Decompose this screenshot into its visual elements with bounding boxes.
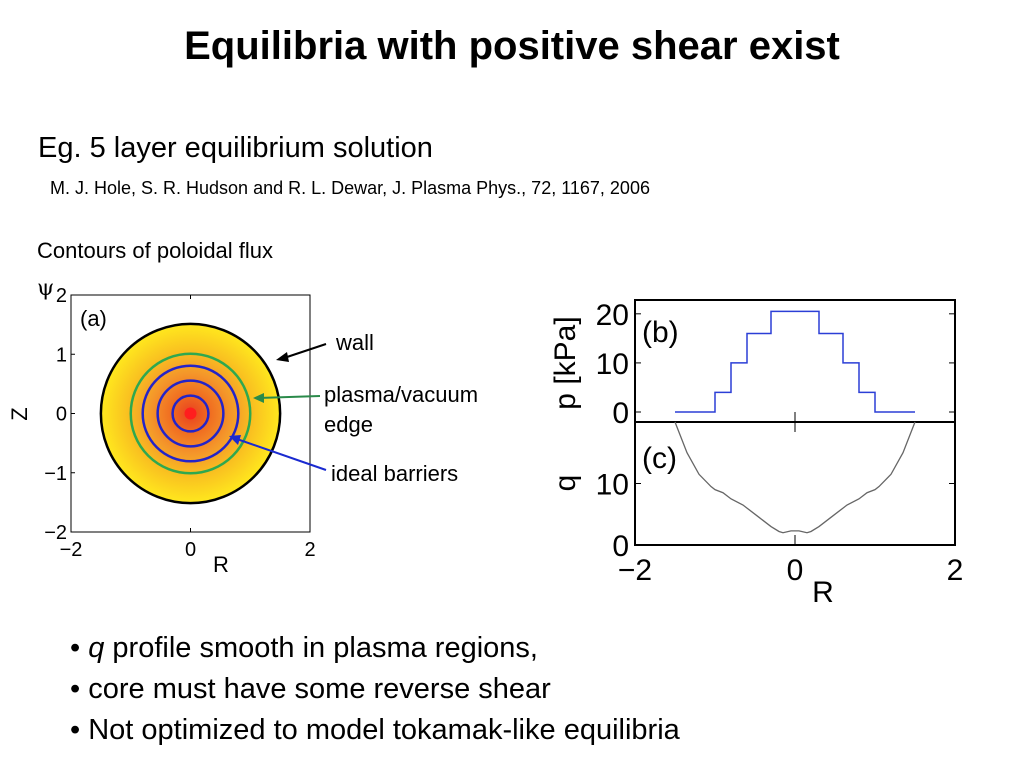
x-tick-label: 2 <box>947 554 964 587</box>
y-tick-label: 10 <box>596 469 629 502</box>
bullet-item: • Not optimized to model tokamak-like eq… <box>70 714 680 746</box>
edge-arrowhead <box>253 393 264 403</box>
plot-c-frame <box>634 421 956 546</box>
x-tick-label: −2 <box>60 539 83 561</box>
y-tick-label: −1 <box>44 463 67 485</box>
y-tick-label: 20 <box>596 299 629 332</box>
psi-symbol: ψ <box>37 276 55 301</box>
annotation-barriers: ideal barriers <box>331 461 458 486</box>
y-tick-label: 10 <box>596 348 629 381</box>
ideal-barrier-contour <box>141 364 240 463</box>
plot-b-frame <box>634 299 956 423</box>
panel-label-b: (b) <box>642 316 679 349</box>
y-axis-label-pressure: p [kPa] <box>549 316 582 409</box>
x-tick-label: −2 <box>618 554 652 587</box>
annotation-edge-line1: plasma/vacuum <box>324 382 478 407</box>
contour-caption: Contours of poloidal flux <box>37 238 274 263</box>
bullet-text: profile smooth in plasma regions, <box>104 632 538 664</box>
bullet-list: • q profile smooth in plasma regions, • … <box>70 628 680 751</box>
bullet-text: core must have some reverse shear <box>88 673 551 705</box>
citation: M. J. Hole, S. R. Hudson and R. L. Dewar… <box>50 178 650 198</box>
y-tick-label: −2 <box>44 522 67 544</box>
bullet-item: • q profile smooth in plasma regions, <box>70 632 538 664</box>
annotation-edge-line2: edge <box>324 412 373 437</box>
ideal-barrier-contour <box>156 379 225 448</box>
barrier-arrowhead <box>229 435 241 445</box>
y-tick-label: 0 <box>56 404 67 426</box>
flux-contour-plot: −2 0 2 2 1 0 −1 −2 (a) Z R wall plasma/vacuum e… <box>7 285 478 577</box>
core-spot <box>184 407 197 420</box>
x-tick-label: 0 <box>185 539 196 561</box>
x-tick-label: 2 <box>304 539 315 561</box>
y-tick-label: 1 <box>56 344 67 366</box>
wall-contour <box>99 322 282 505</box>
slide-title: Equilibria with positive shear exist <box>184 24 840 68</box>
annotation-wall: wall <box>335 330 374 355</box>
wall-arrow <box>280 343 327 360</box>
q-series-line <box>674 421 916 534</box>
x-axis-label-r: R <box>213 552 229 577</box>
y-tick-label: 2 <box>56 285 67 307</box>
edge-arrow <box>257 395 321 399</box>
bullet-text: Not optimized to model tokamak-like equi… <box>88 714 680 746</box>
panel-label-a: (a) <box>80 306 107 331</box>
plasma-edge-contour <box>129 352 252 475</box>
barrier-arrow <box>233 437 327 471</box>
panel-label-c: (c) <box>642 442 677 475</box>
x-axis-label-r-profile: R <box>812 576 834 609</box>
y-axis-label-q: q <box>549 475 582 492</box>
bullet-item: • core must have some reverse shear <box>70 673 551 705</box>
pressure-series-line <box>675 310 915 413</box>
slide-subtitle: Eg. 5 layer equilibrium solution <box>38 132 433 164</box>
y-tick-label: 0 <box>612 530 629 563</box>
ideal-barrier-contour <box>171 394 210 433</box>
x-tick-label: 0 <box>787 554 804 587</box>
bullet-italic: q <box>88 632 105 664</box>
wall-arrowhead <box>276 352 289 362</box>
y-axis-label-z: Z <box>7 407 32 420</box>
y-tick-label: 0 <box>612 397 629 430</box>
plot-a-ticks: −2 0 2 2 1 0 −1 −2 <box>44 285 315 561</box>
